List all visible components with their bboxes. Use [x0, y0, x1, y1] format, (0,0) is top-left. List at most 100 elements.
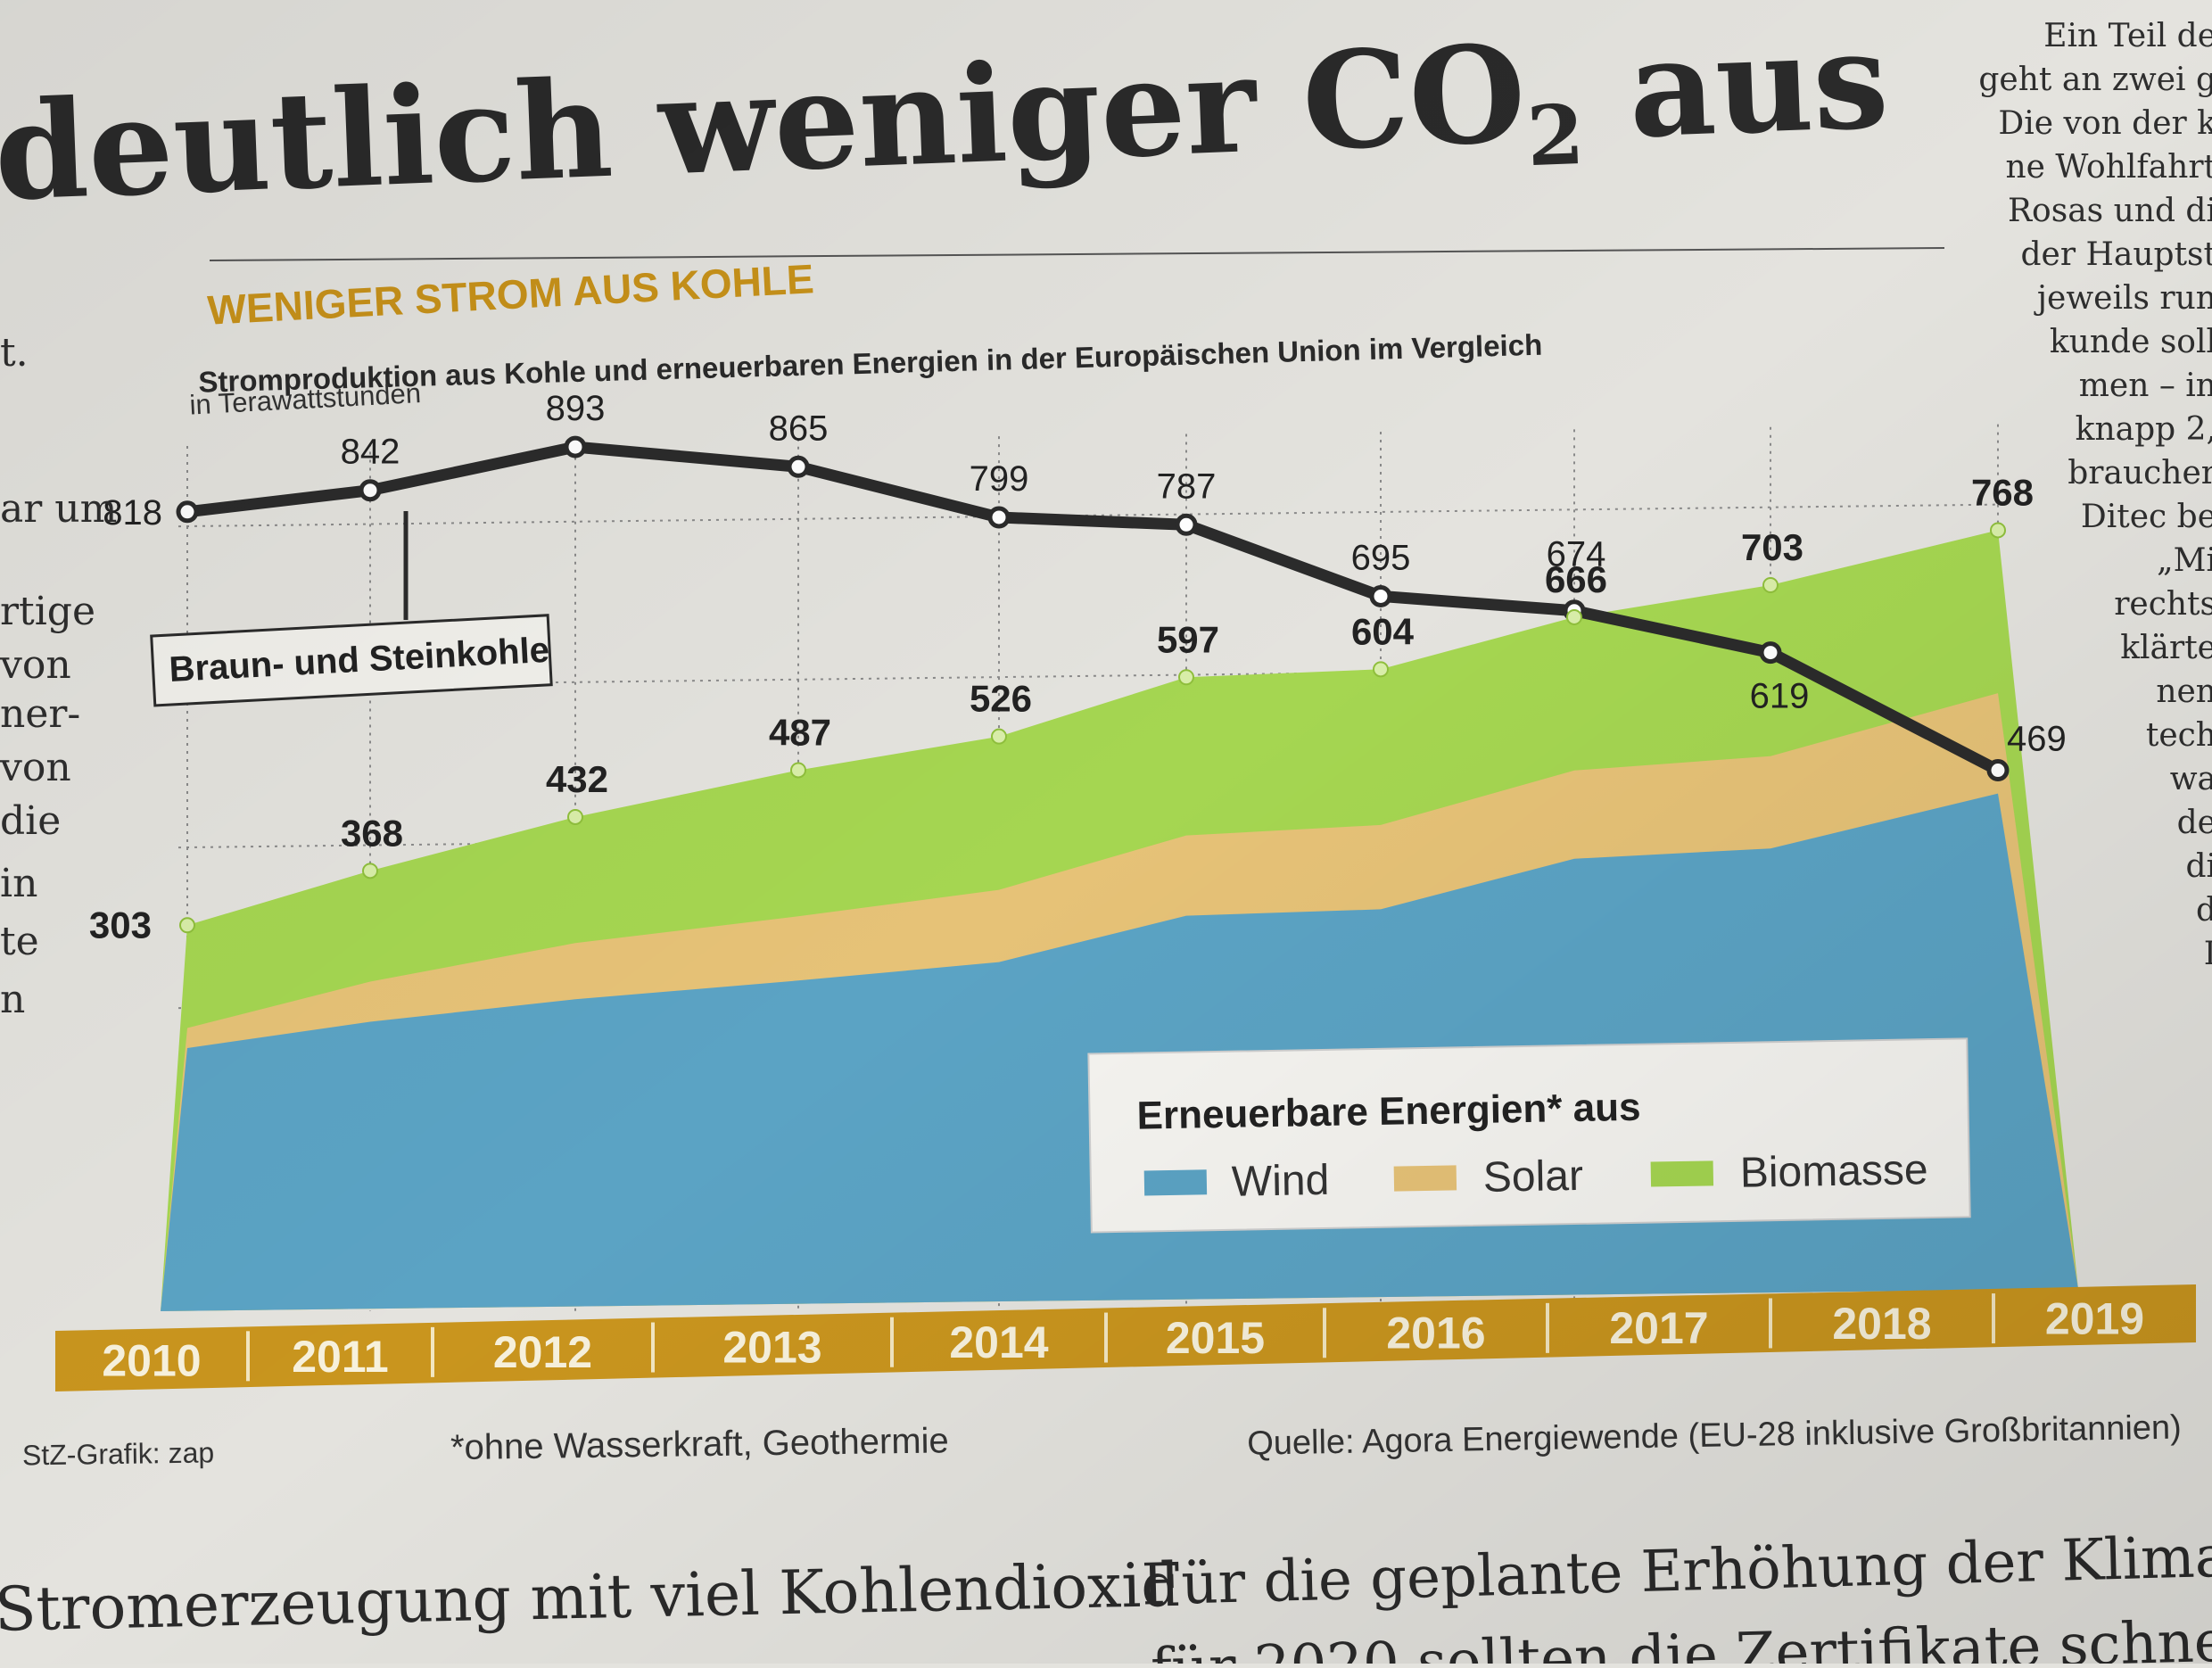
right-column-line: geht an zwei g — [1978, 62, 2212, 98]
renewables-point — [992, 730, 1006, 744]
legend: Erneuerbare Energien* aus Wind Solar Bio… — [1088, 1038, 1969, 1232]
legend-solar-swatch — [1394, 1165, 1457, 1191]
coal-value-label: 469 — [2007, 720, 2067, 759]
headline-rule — [210, 248, 1944, 260]
right-column-line: braucher — [2068, 455, 2212, 491]
legend-wind: Wind — [1231, 1157, 1329, 1206]
footer-source: Quelle: Agora Energiewende (EU-28 inklus… — [1247, 1408, 2182, 1462]
right-column-line: men – in — [2079, 367, 2212, 404]
legend-solar: Solar — [1482, 1152, 1583, 1201]
renewables-value-label: 703 — [1741, 526, 1803, 568]
footer-credit: StZ-Grafik: zap — [22, 1436, 215, 1471]
left-column-line: ner- — [0, 691, 80, 737]
coal-point — [990, 508, 1008, 526]
coal-point — [1762, 644, 1779, 662]
coal-point — [178, 503, 196, 521]
coal-value-label: 893 — [546, 389, 606, 428]
renewables-value-label: 368 — [341, 812, 403, 854]
left-column-line: von — [0, 642, 71, 688]
coal-point — [361, 482, 379, 500]
left-column-line: von — [0, 745, 71, 790]
legend-biomass-swatch — [1651, 1160, 1713, 1186]
year-label: 2011 — [292, 1332, 388, 1382]
right-column-line: Die von der k — [1998, 105, 2212, 142]
coal-value-label: 619 — [1750, 677, 1810, 716]
renewables-point — [1763, 578, 1778, 592]
left-column-line: ar um — [0, 486, 117, 532]
renewables-point — [568, 810, 582, 824]
coal-value-label: 842 — [341, 433, 400, 472]
headline-subscript: 2 — [1525, 87, 1586, 185]
coal-value-label: 865 — [769, 409, 829, 448]
right-column-line: di — [2185, 848, 2212, 885]
legend-title: Erneuerbare Energien* aus — [1136, 1086, 1641, 1138]
left-column-line: in — [0, 861, 37, 906]
right-column-line: tech — [2146, 717, 2212, 754]
chart-title: WENIGER STROM AUS KOHLE — [206, 255, 814, 334]
right-column-line: „Mi — [2157, 542, 2212, 579]
left-column-line: te — [0, 919, 39, 964]
renewables-value-label: 768 — [1971, 471, 2034, 513]
coal-point — [566, 438, 584, 456]
right-column-line: d — [2196, 892, 2212, 929]
right-column-line: Rosas und di — [2008, 193, 2212, 229]
year-label: 2019 — [2045, 1294, 2144, 1344]
year-label: 2014 — [949, 1317, 1048, 1367]
renewables-point — [1991, 523, 2005, 537]
year-label: 2010 — [102, 1336, 201, 1386]
coal-value-label: 695 — [1351, 538, 1411, 577]
coal-value-label: 799 — [970, 459, 1029, 499]
right-column-line: Ein Teil de — [2043, 18, 2212, 54]
left-column-line: t. — [0, 330, 29, 376]
bottom-text-right-2: für 2020 sollten die Zertifikate schnell — [1150, 1608, 2212, 1664]
left-column-line: rtige — [0, 589, 95, 634]
headline-suffix: aus — [1580, 2, 1891, 170]
renewables-value-label: 487 — [769, 711, 831, 753]
renewables-point — [791, 763, 805, 777]
year-label: 2015 — [1166, 1313, 1265, 1363]
bottom-text-right: Für die geplante Erhöhung der Klimaziel — [1141, 1522, 2212, 1619]
renewables-value-label: 604 — [1351, 610, 1415, 652]
right-column-line: rechts — [2114, 586, 2212, 623]
coal-point — [1372, 587, 1390, 605]
left-column-line: die — [0, 798, 61, 844]
year-label: 2016 — [1386, 1309, 1485, 1358]
svg-text:deutlich weniger CO2 aus: deutlich weniger CO2 aus — [0, 2, 1892, 244]
year-label: 2012 — [493, 1327, 592, 1377]
renewables-value-label: 666 — [1545, 558, 1607, 600]
right-column-line: wa — [2170, 761, 2212, 797]
renewables-value-label: 526 — [970, 678, 1032, 720]
right-column-line: de — [2177, 805, 2212, 841]
legend-biomass: Biomasse — [1739, 1146, 1928, 1197]
coal-point — [1989, 762, 2007, 780]
year-label: 2017 — [1609, 1303, 1708, 1353]
renewables-point — [363, 863, 377, 878]
year-label: 2013 — [722, 1323, 821, 1373]
footer-footnote: *ohne Wasserkraft, Geothermie — [450, 1421, 949, 1467]
right-column-line: kunde soll — [2050, 324, 2212, 360]
right-column-line: der Hauptst — [2021, 236, 2212, 273]
coal-value-label: 787 — [1157, 467, 1217, 506]
right-column-line: klärte — [2120, 630, 2212, 666]
right-column-line: ne Wohlfahrt — [2005, 149, 2212, 186]
year-label: 2018 — [1832, 1299, 1931, 1349]
renewables-point — [1567, 610, 1581, 624]
right-column-line: knapp 2, — [2076, 411, 2212, 448]
left-column-line: n — [0, 977, 25, 1022]
renewables-value-label: 303 — [89, 904, 152, 945]
bottom-text-left: Stromerzeugung mit viel Kohlendioxid — [0, 1550, 1181, 1646]
right-column-line: jeweils run — [2034, 280, 2212, 317]
right-column-line: nen — [2156, 673, 2212, 710]
coal-label-box: Braun- und Steinkohle — [152, 615, 551, 706]
legend-wind-swatch — [1144, 1169, 1207, 1195]
headline-text: deutlich weniger CO — [0, 15, 1529, 231]
renewables-point — [180, 918, 194, 932]
coal-point — [1177, 516, 1195, 533]
coal-point — [789, 458, 807, 475]
renewables-point — [1374, 662, 1388, 676]
right-column-line: I — [2204, 936, 2212, 972]
renewables-value-label: 432 — [546, 758, 608, 800]
renewables-point — [1179, 670, 1193, 684]
